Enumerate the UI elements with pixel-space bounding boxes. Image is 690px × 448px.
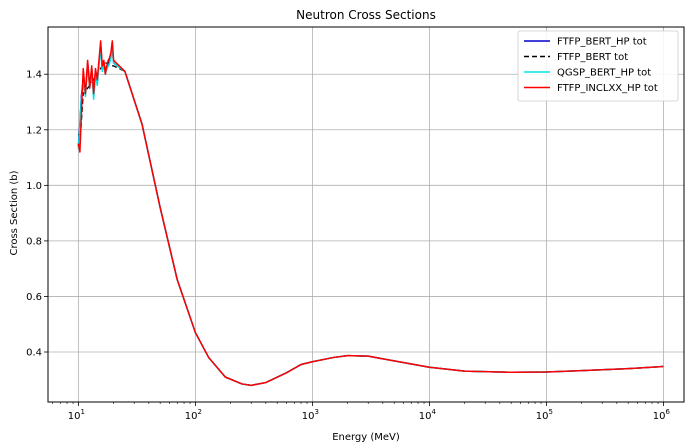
x-tick-label: 102 bbox=[185, 408, 202, 422]
series-layer bbox=[77, 40, 664, 387]
y-tick-label: 0.4 bbox=[26, 348, 42, 359]
y-tick-label: 0.6 bbox=[26, 292, 42, 303]
plot-area-frame bbox=[47, 26, 685, 403]
y-tick-label: 1.0 bbox=[26, 181, 42, 192]
x-tick-label: 105 bbox=[536, 408, 553, 422]
legend-label: FTFP_BERT tot bbox=[557, 52, 628, 63]
x-tick-label: 103 bbox=[302, 408, 319, 422]
y-tick-label: 1.4 bbox=[26, 70, 42, 81]
legend-label: QGSP_BERT_HP tot bbox=[557, 68, 651, 79]
axis-ticks: 101 102 103 104 105 106 0.4 0.6 0.8 1.0 1.2 1.4 bbox=[26, 70, 670, 422]
series-line-4 bbox=[77, 40, 664, 387]
y-tick-label: 1.2 bbox=[26, 125, 42, 136]
chart-title: Neutron Cross Sections bbox=[296, 8, 436, 22]
x-tick-label: 101 bbox=[68, 408, 85, 422]
legend: FTFP_BERT_HP tot FTFP_BERT tot QGSP_BERT_H… bbox=[517, 30, 679, 102]
x-tick-label: 104 bbox=[419, 408, 437, 422]
y-tick-label: 0.8 bbox=[26, 236, 42, 247]
legend-label: FTFP_BERT_HP tot bbox=[557, 37, 647, 48]
grid bbox=[48, 27, 684, 402]
legend-box bbox=[517, 30, 679, 102]
x-axis-label: Energy (MeV) bbox=[332, 432, 400, 443]
x-tick-label: 106 bbox=[653, 408, 671, 422]
legend-label: FTFP_INCLXX_HP tot bbox=[557, 83, 658, 94]
y-axis-label: Cross Section (b) bbox=[9, 170, 20, 255]
